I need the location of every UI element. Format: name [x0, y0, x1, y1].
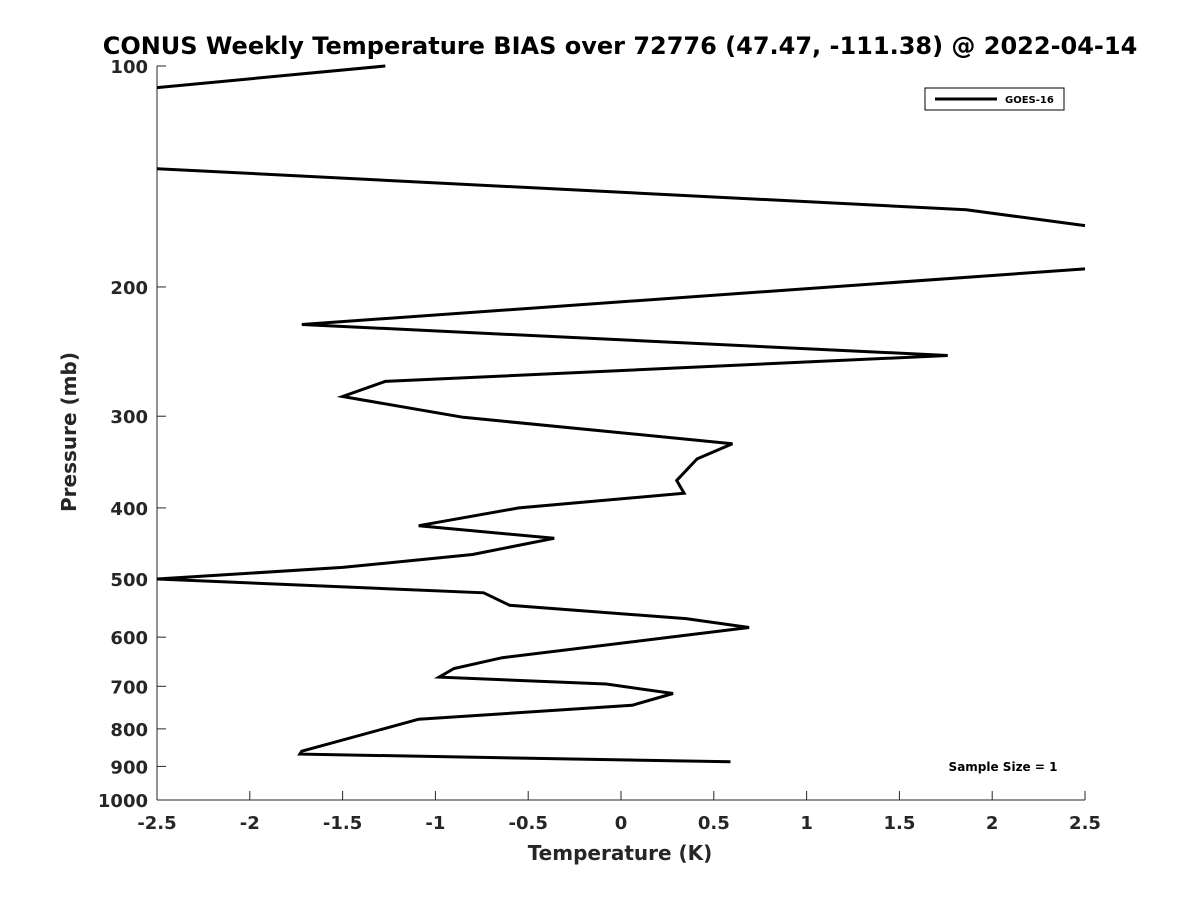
legend-label-goes-16: GOES-16 — [1005, 95, 1054, 106]
x-tick-label: -1.5 — [323, 813, 362, 834]
series-lines — [156, 64, 1086, 764]
y-tick-label: 200 — [110, 278, 148, 299]
y-tick-label: 600 — [110, 628, 148, 649]
y-tick-label: 700 — [110, 677, 148, 698]
y-tick-label: 800 — [110, 720, 148, 741]
x-tick-label: 2.5 — [1069, 813, 1101, 834]
x-tick-label: -1 — [425, 813, 445, 834]
chart-title: CONUS Weekly Temperature BIAS over 72776… — [103, 32, 1138, 60]
x-axis: -2.5 -2 -1.5 -1 -0.5 0 0.5 1 1.5 2 2.5 — [137, 791, 1101, 834]
x-tick-label: 0 — [615, 813, 628, 834]
series-line-goes-16 — [156, 64, 386, 90]
x-tick-label: -0.5 — [509, 813, 548, 834]
x-tick-label: 2 — [986, 813, 999, 834]
y-tick-label: 400 — [110, 499, 148, 520]
x-tick-label: -2 — [240, 813, 260, 834]
x-tick-label: 1 — [800, 813, 813, 834]
y-tick-label: 500 — [110, 570, 148, 591]
x-tick-label: 1.5 — [883, 813, 915, 834]
y-tick-label: 300 — [110, 407, 148, 428]
y-tick-label: 900 — [110, 757, 148, 778]
x-axis-title: Temperature (K) — [528, 841, 713, 865]
y-axis: 100 200 300 400 500 600 700 800 900 1000 — [98, 57, 166, 812]
series-line-goes-16 — [156, 167, 1086, 228]
y-axis-title: Pressure (mb) — [57, 352, 81, 512]
sample-size-annotation: Sample Size = 1 — [949, 760, 1058, 774]
series-line-goes-16 — [156, 267, 1086, 764]
x-tick-label: -2.5 — [137, 813, 176, 834]
legend: GOES-16 — [924, 87, 1065, 111]
y-tick-label: 1000 — [98, 791, 148, 812]
x-tick-label: 0.5 — [698, 813, 730, 834]
y-tick-label: 100 — [110, 57, 148, 78]
